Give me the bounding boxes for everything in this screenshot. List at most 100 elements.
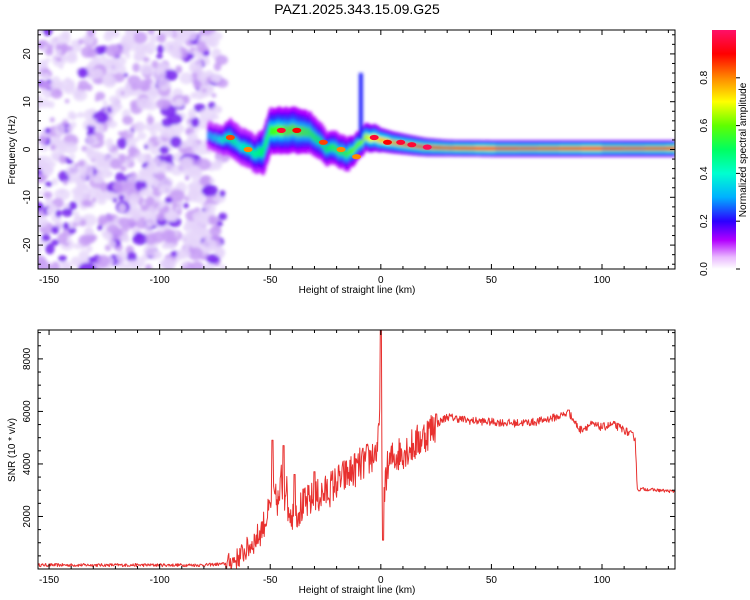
- noise-speckle: [73, 214, 82, 224]
- noise-speckle: [38, 158, 47, 169]
- noise-speckle: [200, 91, 209, 98]
- noise-speckle: [73, 89, 88, 102]
- noise-speckle: [179, 157, 193, 168]
- noise-speckle: [145, 264, 152, 269]
- noise-speckle: [133, 121, 146, 133]
- noise-speckle: [78, 262, 96, 269]
- ridge-hotspot: [336, 146, 346, 153]
- noise-speckle: [97, 254, 110, 268]
- noise-speckle: [59, 147, 66, 154]
- noise-speckle: [126, 251, 137, 263]
- noise-speckle: [203, 58, 210, 66]
- noise-speckle: [195, 128, 199, 133]
- ridge-hotspot: [318, 139, 328, 145]
- noise-speckle: [42, 30, 53, 37]
- x-tick-label: 50: [486, 575, 498, 586]
- noise-speckle: [86, 48, 98, 58]
- noise-speckle: [49, 117, 55, 123]
- snr-x-ticks: -150 -100 -50 0 50 100: [39, 330, 669, 586]
- noise-speckle: [193, 215, 206, 228]
- noise-speckle: [51, 177, 59, 186]
- noise-speckle: [215, 55, 229, 65]
- snr-xlabel: Height of straight line (km): [299, 585, 416, 596]
- noise-speckle: [38, 260, 52, 269]
- noise-speckle: [164, 211, 179, 222]
- noise-speckle: [38, 59, 49, 70]
- noise-speckle: [137, 172, 146, 182]
- noise-speckle: [63, 84, 76, 95]
- noise-speckle: [127, 130, 133, 135]
- noise-speckle: [178, 250, 186, 259]
- noise-speckle: [161, 177, 174, 189]
- noise-speckle: [159, 138, 173, 148]
- spectrogram-ridge: [207, 73, 675, 175]
- noise-speckle: [91, 68, 104, 79]
- x-tick-label: -150: [39, 575, 59, 586]
- noise-speckle: [187, 247, 204, 261]
- noise-speckle: [168, 44, 181, 58]
- noise-speckle: [166, 113, 183, 125]
- noise-speckle: [188, 108, 197, 119]
- noise-speckle: [77, 67, 89, 78]
- noise-speckle: [159, 146, 170, 155]
- noise-speckle: [54, 49, 62, 55]
- noise-speckle: [212, 225, 221, 232]
- noise-speckle: [127, 75, 141, 86]
- colorbar-tick-label: 0.0: [699, 262, 710, 276]
- noise-speckle: [130, 83, 141, 91]
- noise-speckle: [72, 210, 79, 216]
- ridge-spike: [358, 73, 363, 140]
- noise-speckle: [39, 81, 51, 90]
- noise-speckle: [68, 79, 75, 85]
- noise-speckle: [203, 37, 212, 45]
- noise-speckle: [81, 199, 89, 207]
- noise-speckle: [198, 31, 205, 36]
- noise-speckle: [156, 170, 166, 182]
- noise-speckle: [161, 229, 176, 243]
- noise-speckle: [46, 206, 55, 215]
- noise-speckle: [84, 227, 94, 237]
- noise-speckle: [59, 189, 65, 194]
- spectrogram-noise-region: [38, 30, 231, 269]
- noise-speckle: [101, 169, 112, 179]
- noise-speckle: [112, 30, 120, 39]
- noise-speckle: [78, 160, 85, 167]
- noise-speckle: [118, 153, 126, 160]
- noise-speckle: [85, 245, 93, 253]
- noise-speckle: [65, 53, 78, 64]
- ridge-cells: [207, 73, 675, 175]
- noise-speckle: [55, 81, 64, 89]
- noise-speckle: [106, 120, 118, 129]
- noise-speckle: [61, 208, 73, 217]
- noise-speckle: [124, 181, 135, 192]
- noise-speckle: [145, 41, 156, 54]
- noise-speckle: [139, 187, 152, 197]
- noise-speckle: [203, 210, 210, 217]
- snr-ylabel: SNR (10 * v/v): [7, 418, 18, 482]
- noise-speckle: [190, 92, 197, 99]
- y-tick-label: -20: [22, 237, 33, 252]
- noise-speckle: [164, 197, 173, 204]
- noise-speckle: [129, 156, 135, 163]
- ridge-hotspot: [369, 134, 379, 141]
- colorbar-ticks: 0.0 0.2 0.4 0.6 0.8: [699, 70, 740, 276]
- x-tick-label: -100: [150, 575, 170, 586]
- noise-speckle: [97, 224, 103, 231]
- noise-speckle: [137, 132, 147, 140]
- noise-speckle: [190, 261, 204, 269]
- noise-speckle: [45, 57, 51, 63]
- noise-speckle: [144, 144, 149, 149]
- noise-speckle: [123, 72, 128, 78]
- colorbar: 0.0 0.2 0.4 0.6 0.8 Normalized spectral ampl…: [699, 30, 749, 276]
- noise-speckle: [122, 115, 134, 125]
- noise-speckle: [51, 261, 60, 269]
- noise-speckle: [94, 45, 106, 56]
- noise-speckle: [55, 209, 62, 218]
- noise-speckle: [181, 261, 188, 267]
- noise-speckle: [88, 187, 101, 199]
- ridge-hotspot: [276, 127, 286, 133]
- noise-speckle: [69, 201, 78, 210]
- noise-speckle: [191, 140, 199, 150]
- noise-speckle: [54, 188, 71, 201]
- noise-speckle: [76, 112, 85, 118]
